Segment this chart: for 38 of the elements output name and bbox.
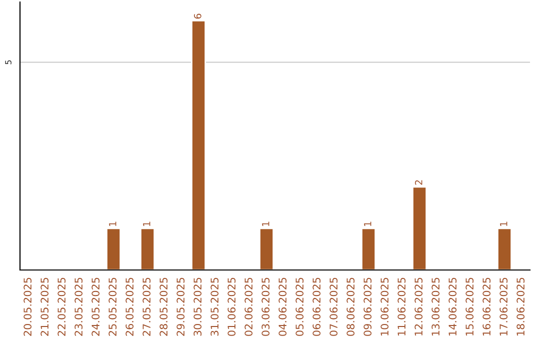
x-tick-label: 30.05.2025 xyxy=(194,278,202,336)
x-tick-label: 03.06.2025 xyxy=(262,278,270,336)
x-tick-label: 02.06.2025 xyxy=(244,278,253,336)
data-label: 6 xyxy=(194,14,202,19)
x-tick-label: 06.06.2025 xyxy=(312,278,321,336)
x-tick-label: 15.06.2025 xyxy=(466,278,474,336)
x-tick-label: 11.06.2025 xyxy=(398,278,406,336)
data-label: 2 xyxy=(414,180,422,185)
x-tick-label: 08.06.2025 xyxy=(346,278,355,336)
x-tick-label: 26.05.2025 xyxy=(126,278,134,336)
x-tick-label: 31.05.2025 xyxy=(210,278,219,336)
x-tick-label: 24.05.2025 xyxy=(92,278,100,336)
x-tick-label: 07.06.2025 xyxy=(330,278,338,336)
data-label: 1 xyxy=(109,222,116,226)
data-label: 1 xyxy=(500,222,508,226)
x-tick-label: 18.06.2025 xyxy=(516,278,525,336)
x-tick-label: 04.06.2025 xyxy=(278,278,287,336)
x-tick-label: 17.06.2025 xyxy=(500,278,508,336)
x-tick-label: 20.05.2025 xyxy=(24,278,32,336)
x-tick-label: 23.05.2025 xyxy=(74,278,83,336)
x-tick-label: 12.06.2025 xyxy=(414,278,423,336)
x-tick-label: 29.05.2025 xyxy=(176,278,185,336)
x-tick-label: 05.06.2025 xyxy=(296,278,304,336)
x-tick-label: 14.06.2025 xyxy=(448,278,457,336)
data-label: 1 xyxy=(262,222,270,226)
x-tick-label: 22.05.2025 xyxy=(58,278,66,336)
x-tick-label: 01.06.2025 xyxy=(228,278,236,336)
data-label: 1 xyxy=(143,222,150,226)
x-tick-label: 10.06.2025 xyxy=(380,278,389,336)
x-tick-label: 09.06.2025 xyxy=(364,278,372,336)
y-tick-label: 5 xyxy=(5,60,12,64)
x-tick-label: 13.06.2025 xyxy=(432,278,440,336)
x-tick-label: 16.06.2025 xyxy=(482,278,491,336)
x-tick-label: 28.05.2025 xyxy=(160,278,168,336)
x-tick-label: 21.05.2025 xyxy=(40,278,49,336)
x-tick-label: 25.05.2025 xyxy=(108,278,117,336)
x-tick-label: 27.05.2025 xyxy=(142,278,151,336)
data-label: 1 xyxy=(364,222,372,226)
